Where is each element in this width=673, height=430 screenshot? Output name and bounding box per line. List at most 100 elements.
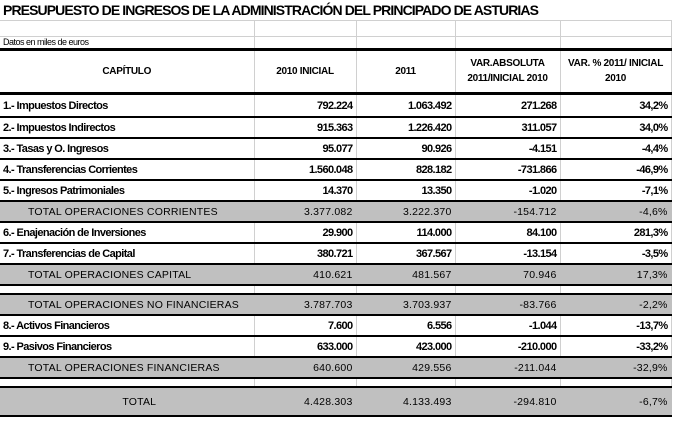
cell-value-2010: 3.377.082 — [254, 201, 357, 223]
cell-value-2010: 410.621 — [254, 264, 357, 286]
cell-var-absoluta: -294.810 — [455, 387, 561, 417]
cell-var-absoluta: -4.151 — [455, 138, 561, 160]
cell-value-2011: 481.567 — [356, 264, 456, 286]
cell-label: 4.- Transferencias Corrientes — [0, 159, 255, 181]
cell-value-2011: 828.182 — [356, 159, 456, 181]
cell-label — [0, 285, 255, 295]
cell-var-absoluta — [455, 285, 561, 295]
cell-label: 8.- Activos Financieros — [0, 315, 255, 337]
cell-var-percent: -4,4% — [560, 138, 672, 160]
cell-value-2011 — [356, 285, 456, 295]
header-row: CAPÍTULO 2010 INICIAL 2011 VAR.ABSOLUTA … — [0, 49, 672, 95]
table-row: 8.- Activos Financieros 7.600 6.556 -1.044-… — [0, 315, 672, 337]
cell-value-2010 — [254, 378, 357, 388]
table-row: 2.- Impuestos Indirectos 915.363 1.226.420… — [0, 117, 672, 139]
cell-value-2011: 1.226.420 — [356, 117, 456, 139]
cell-label — [0, 378, 255, 388]
cell-var-absoluta: -154.712 — [455, 201, 561, 223]
header-2010-inicial: 2010 INICIAL — [254, 49, 357, 95]
cell-value-2010: 640.600 — [254, 357, 357, 379]
cell-var-percent — [560, 378, 672, 388]
table-row: 9.- Pasivos Financieros 633.000 423.000 -21… — [0, 336, 672, 358]
cell-label: 3.- Tasas y O. Ingresos — [0, 138, 255, 160]
cell-label: TOTAL OPERACIONES CORRIENTES — [0, 201, 255, 223]
cell-label: 6.- Enajenación de Inversiones — [0, 222, 255, 244]
cell-label: 9.- Pasivos Financieros — [0, 336, 255, 358]
total-row: TOTAL OPERACIONES CAPITAL 410.621 481.567 7… — [0, 264, 672, 286]
cell-value-2010: 4.428.303 — [254, 387, 357, 417]
header-capitulo: CAPÍTULO — [0, 49, 255, 95]
total-row: TOTAL OPERACIONES NO FINANCIERAS 3.787.70… — [0, 294, 672, 316]
cell-var-percent: -6,7% — [560, 387, 672, 417]
cell-label: TOTAL OPERACIONES FINANCIERAS — [0, 357, 255, 379]
cell-var-absoluta: 311.057 — [455, 117, 561, 139]
cell-value-2011: 4.133.493 — [356, 387, 456, 417]
cell-value-2011: 429.556 — [356, 357, 456, 379]
cell-var-absoluta: 84.100 — [455, 222, 561, 244]
cell-label: 7.- Transferencias de Capital — [0, 243, 255, 265]
table-row: 3.- Tasas y O. Ingresos 95.077 90.926 -4.15… — [0, 138, 672, 160]
table-row: 7.- Transferencias de Capital 380.721 367.… — [0, 243, 672, 265]
cell-label: 1.- Impuestos Directos — [0, 96, 255, 118]
cell-value-2011: 3.703.937 — [356, 294, 456, 316]
table-row: 1.- Impuestos Directos 792.224 1.063.492 27… — [0, 96, 672, 118]
cell-value-2010: 29.900 — [254, 222, 357, 244]
cell-var-percent: -2,2% — [560, 294, 672, 316]
title-cell — [0, 0, 672, 21]
cell-value-2010: 95.077 — [254, 138, 357, 160]
cell-value-2011: 114.000 — [356, 222, 456, 244]
table-row: 4.- Transferencias Corrientes 1.560.048 82… — [0, 159, 672, 181]
cell-var-percent: 34,0% — [560, 117, 672, 139]
cell-var-percent: -3,5% — [560, 243, 672, 265]
cell-var-absoluta: -731.866 — [455, 159, 561, 181]
cell-value-2011: 367.567 — [356, 243, 456, 265]
cell-value-2010: 633.000 — [254, 336, 357, 358]
cell-value-2011: 423.000 — [356, 336, 456, 358]
cell-var-percent: 17,3% — [560, 264, 672, 286]
cell-value-2011 — [356, 378, 456, 388]
cell-var-percent: -13,7% — [560, 315, 672, 337]
cell-var-absoluta — [455, 378, 561, 388]
cell-value-2010: 915.363 — [254, 117, 357, 139]
cell-var-absoluta: -210.000 — [455, 336, 561, 358]
total-row: TOTAL OPERACIONES FINANCIERAS 640.600 429.… — [0, 357, 672, 379]
units-note: Datos en miles de euros — [3, 37, 89, 47]
header-2011: 2011 — [356, 49, 456, 95]
blank-row — [0, 285, 672, 295]
cell-value-2010: 7.600 — [254, 315, 357, 337]
cell-var-absoluta: -83.766 — [455, 294, 561, 316]
cell-var-absoluta: -1.044 — [455, 315, 561, 337]
cell-var-percent: -4,6% — [560, 201, 672, 223]
cell-label: 5.- Ingresos Patrimoniales — [0, 180, 255, 202]
page-title: PRESUPUESTO DE INGRESOS DE LA ADMINISTRA… — [3, 2, 539, 18]
cell-value-2011: 90.926 — [356, 138, 456, 160]
cell-value-2011: 3.222.370 — [356, 201, 456, 223]
cell-var-absoluta: -211.044 — [455, 357, 561, 379]
total-row: TOTAL OPERACIONES CORRIENTES 3.377.082 3.2… — [0, 201, 672, 223]
budget-table: CAPÍTULO 2010 INICIAL 2011 VAR.ABSOLUTA … — [0, 0, 672, 417]
cell-var-percent — [560, 285, 672, 295]
cell-value-2010: 380.721 — [254, 243, 357, 265]
cell-var-absoluta: 271.268 — [455, 96, 561, 118]
cell-var-percent: -33,2% — [560, 336, 672, 358]
total-row: TOTAL 4.428.303 4.133.493 -294.810 -6,7% — [0, 387, 672, 417]
table-row: 6.- Enajenación de Inversiones 29.900 114.… — [0, 222, 672, 244]
cell-var-absoluta: -13.154 — [455, 243, 561, 265]
cell-var-absoluta: -1.020 — [455, 180, 561, 202]
cell-label: TOTAL OPERACIONES CAPITAL — [0, 264, 255, 286]
cell-var-absoluta: 70.946 — [455, 264, 561, 286]
cell-label: 2.- Impuestos Indirectos — [0, 117, 255, 139]
cell-var-percent: 34,2% — [560, 96, 672, 118]
cell-var-percent: -7,1% — [560, 180, 672, 202]
cell-var-percent: -46,9% — [560, 159, 672, 181]
cell-value-2010: 792.224 — [254, 96, 357, 118]
cell-var-percent: 281,3% — [560, 222, 672, 244]
cell-value-2010: 1.560.048 — [254, 159, 357, 181]
cell-var-percent: -32,9% — [560, 357, 672, 379]
cell-value-2011: 1.063.492 — [356, 96, 456, 118]
cell-label: TOTAL — [0, 387, 255, 417]
cell-value-2011: 13.350 — [356, 180, 456, 202]
cell-value-2010: 14.370 — [254, 180, 357, 202]
header-var-absoluta: VAR.ABSOLUTA 2011/INICIAL 2010 — [455, 49, 561, 95]
table-row: 5.- Ingresos Patrimoniales 14.370 13.350 -1… — [0, 180, 672, 202]
